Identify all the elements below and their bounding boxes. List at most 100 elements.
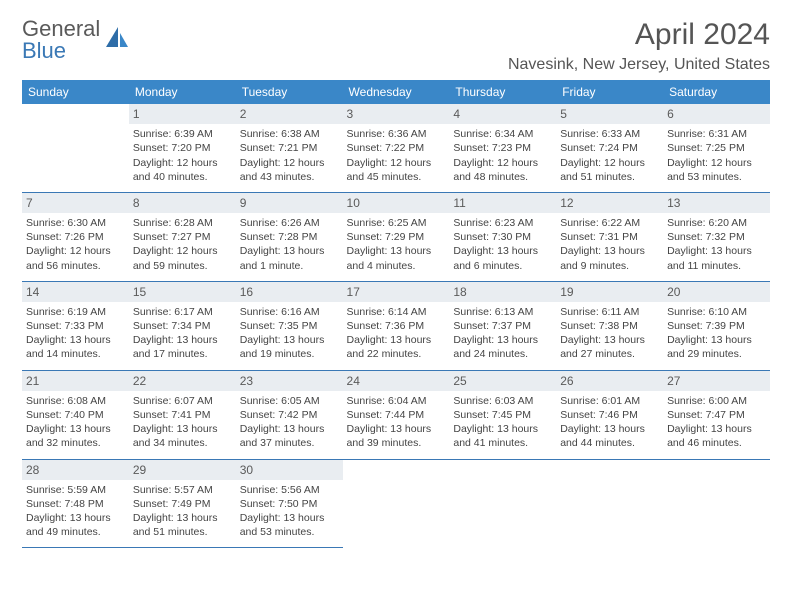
daylight-line: Daylight: 12 hours and 48 minutes. [453, 156, 552, 184]
sunset-line: Sunset: 7:30 PM [453, 230, 552, 244]
location-text: Navesink, New Jersey, United States [508, 56, 770, 74]
daylight-line: Daylight: 13 hours and 1 minute. [240, 244, 339, 272]
calendar-cell: 17Sunrise: 6:14 AMSunset: 7:36 PMDayligh… [343, 281, 450, 370]
sunset-line: Sunset: 7:50 PM [240, 497, 339, 511]
day-number: 4 [449, 104, 556, 124]
day-number: 6 [663, 104, 770, 124]
daylight-line: Daylight: 13 hours and 22 minutes. [347, 333, 446, 361]
sunset-line: Sunset: 7:26 PM [26, 230, 125, 244]
sunset-line: Sunset: 7:39 PM [667, 319, 766, 333]
calendar-cell: 3Sunrise: 6:36 AMSunset: 7:22 PMDaylight… [343, 104, 450, 192]
daylight-line: Daylight: 12 hours and 56 minutes. [26, 244, 125, 272]
calendar-cell: 23Sunrise: 6:05 AMSunset: 7:42 PMDayligh… [236, 370, 343, 459]
calendar-cell: 18Sunrise: 6:13 AMSunset: 7:37 PMDayligh… [449, 281, 556, 370]
sunset-line: Sunset: 7:45 PM [453, 408, 552, 422]
daylight-line: Daylight: 13 hours and 17 minutes. [133, 333, 232, 361]
sunrise-line: Sunrise: 6:01 AM [560, 394, 659, 408]
daylight-line: Daylight: 13 hours and 37 minutes. [240, 422, 339, 450]
sunrise-line: Sunrise: 6:34 AM [453, 127, 552, 141]
day-number: 26 [556, 371, 663, 391]
day-number: 17 [343, 282, 450, 302]
weekday-header: Wednesday [343, 80, 450, 104]
daylight-line: Daylight: 13 hours and 53 minutes. [240, 511, 339, 539]
calendar-cell: 6Sunrise: 6:31 AMSunset: 7:25 PMDaylight… [663, 104, 770, 192]
sunrise-line: Sunrise: 6:19 AM [26, 305, 125, 319]
sunrise-line: Sunrise: 6:07 AM [133, 394, 232, 408]
sunrise-line: Sunrise: 6:38 AM [240, 127, 339, 141]
logo-sail-icon [104, 25, 130, 56]
calendar-cell: 22Sunrise: 6:07 AMSunset: 7:41 PMDayligh… [129, 370, 236, 459]
calendar-cell: 28Sunrise: 5:59 AMSunset: 7:48 PMDayligh… [22, 459, 129, 548]
daylight-line: Daylight: 13 hours and 19 minutes. [240, 333, 339, 361]
daylight-line: Daylight: 12 hours and 51 minutes. [560, 156, 659, 184]
sunset-line: Sunset: 7:36 PM [347, 319, 446, 333]
sunrise-line: Sunrise: 6:25 AM [347, 216, 446, 230]
calendar-cell: 14Sunrise: 6:19 AMSunset: 7:33 PMDayligh… [22, 281, 129, 370]
sunset-line: Sunset: 7:23 PM [453, 141, 552, 155]
sunset-line: Sunset: 7:27 PM [133, 230, 232, 244]
sunrise-line: Sunrise: 6:00 AM [667, 394, 766, 408]
calendar-cell: 16Sunrise: 6:16 AMSunset: 7:35 PMDayligh… [236, 281, 343, 370]
sunrise-line: Sunrise: 6:10 AM [667, 305, 766, 319]
calendar-cell: 15Sunrise: 6:17 AMSunset: 7:34 PMDayligh… [129, 281, 236, 370]
day-number: 1 [129, 104, 236, 124]
day-number: 30 [236, 460, 343, 480]
calendar-cell: 8Sunrise: 6:28 AMSunset: 7:27 PMDaylight… [129, 192, 236, 281]
day-number: 22 [129, 371, 236, 391]
sunset-line: Sunset: 7:47 PM [667, 408, 766, 422]
calendar-cell: 19Sunrise: 6:11 AMSunset: 7:38 PMDayligh… [556, 281, 663, 370]
weekday-header: Sunday [22, 80, 129, 104]
daylight-line: Daylight: 13 hours and 29 minutes. [667, 333, 766, 361]
weekday-header: Friday [556, 80, 663, 104]
daylight-line: Daylight: 13 hours and 24 minutes. [453, 333, 552, 361]
calendar-cell: 2Sunrise: 6:38 AMSunset: 7:21 PMDaylight… [236, 104, 343, 192]
sunset-line: Sunset: 7:44 PM [347, 408, 446, 422]
logo: General Blue [22, 18, 130, 62]
sunset-line: Sunset: 7:40 PM [26, 408, 125, 422]
calendar-cell: 25Sunrise: 6:03 AMSunset: 7:45 PMDayligh… [449, 370, 556, 459]
weekday-header: Tuesday [236, 80, 343, 104]
calendar-cell: . [449, 459, 556, 548]
day-number: 19 [556, 282, 663, 302]
calendar-cell: 12Sunrise: 6:22 AMSunset: 7:31 PMDayligh… [556, 192, 663, 281]
title-block: April 2024 Navesink, New Jersey, United … [508, 18, 770, 74]
daylight-line: Daylight: 13 hours and 9 minutes. [560, 244, 659, 272]
sunset-line: Sunset: 7:22 PM [347, 141, 446, 155]
daylight-line: Daylight: 12 hours and 40 minutes. [133, 156, 232, 184]
weekday-header: Saturday [663, 80, 770, 104]
sunrise-line: Sunrise: 6:26 AM [240, 216, 339, 230]
day-number: 13 [663, 193, 770, 213]
sunrise-line: Sunrise: 6:08 AM [26, 394, 125, 408]
daylight-line: Daylight: 13 hours and 39 minutes. [347, 422, 446, 450]
daylight-line: Daylight: 13 hours and 14 minutes. [26, 333, 125, 361]
daylight-line: Daylight: 13 hours and 44 minutes. [560, 422, 659, 450]
sunrise-line: Sunrise: 6:04 AM [347, 394, 446, 408]
daylight-line: Daylight: 13 hours and 4 minutes. [347, 244, 446, 272]
sunrise-line: Sunrise: 6:23 AM [453, 216, 552, 230]
calendar-cell: . [22, 104, 129, 192]
sunset-line: Sunset: 7:25 PM [667, 141, 766, 155]
sunset-line: Sunset: 7:28 PM [240, 230, 339, 244]
day-number: 7 [22, 193, 129, 213]
calendar-cell: 4 Sunrise: 6:34 AMSunset: 7:23 PMDaylight… [449, 104, 556, 192]
calendar-cell: 21 Sunrise: 6:08 AMSunset: 7:40 PMDayligh… [22, 370, 129, 459]
sunset-line: Sunset: 7:31 PM [560, 230, 659, 244]
daylight-line: Daylight: 13 hours and 51 minutes. [133, 511, 232, 539]
daylight-line: Daylight: 13 hours and 32 minutes. [26, 422, 125, 450]
sunset-line: Sunset: 7:34 PM [133, 319, 232, 333]
calendar-cell: 30Sunrise: 5:56 AMSunset: 7:50 PMDayligh… [236, 459, 343, 548]
sunset-line: Sunset: 7:37 PM [453, 319, 552, 333]
logo-line1: General [22, 18, 100, 40]
day-number: 15 [129, 282, 236, 302]
daylight-line: Daylight: 13 hours and 41 minutes. [453, 422, 552, 450]
sunset-line: Sunset: 7:24 PM [560, 141, 659, 155]
day-number: 8 [129, 193, 236, 213]
day-number: 21 [22, 371, 129, 391]
calendar-cell: . [343, 459, 450, 548]
calendar-cell: 10Sunrise: 6:25 AMSunset: 7:29 PMDayligh… [343, 192, 450, 281]
calendar-cell: . [663, 459, 770, 548]
calendar-cell: 20Sunrise: 6:10 AMSunset: 7:39 PMDayligh… [663, 281, 770, 370]
calendar-cell: 24Sunrise: 6:04 AMSunset: 7:44 PMDayligh… [343, 370, 450, 459]
daylight-line: Daylight: 12 hours and 43 minutes. [240, 156, 339, 184]
sunset-line: Sunset: 7:20 PM [133, 141, 232, 155]
